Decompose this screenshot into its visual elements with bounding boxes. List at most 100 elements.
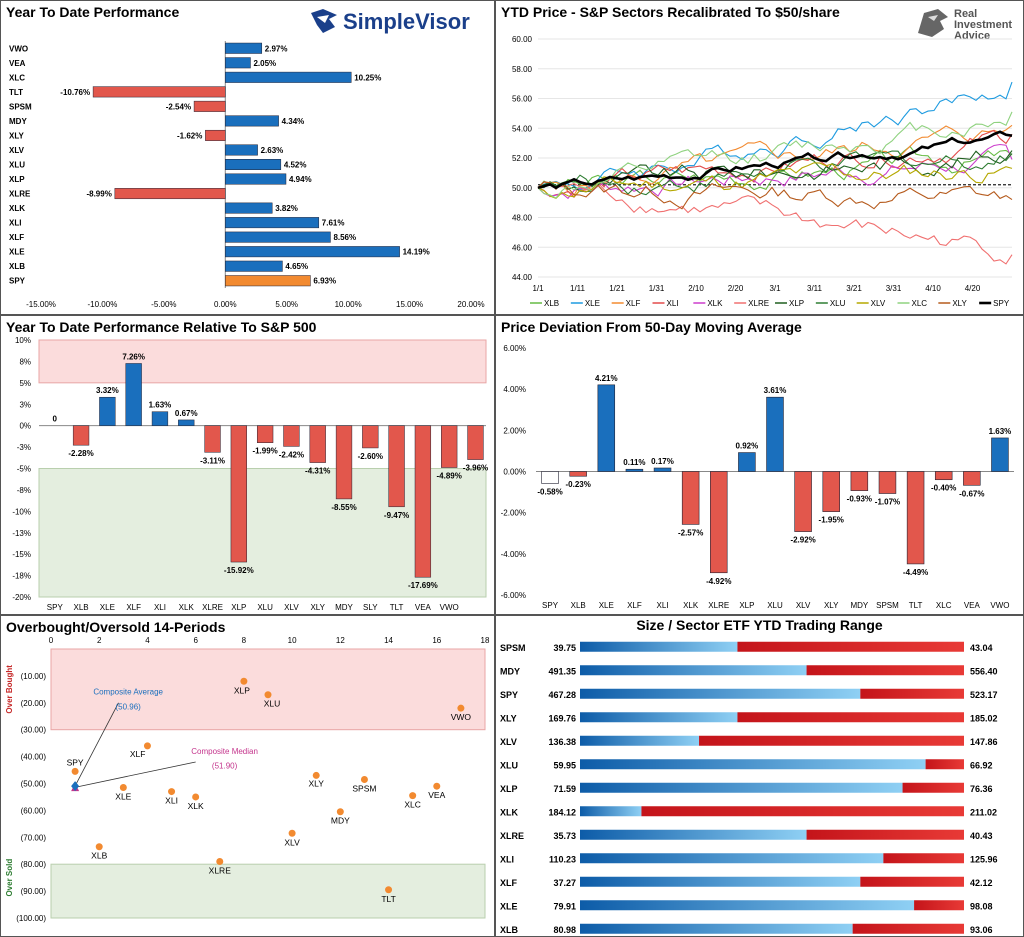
bar-xlu [225, 159, 282, 170]
range-fill-mdy [580, 665, 807, 676]
data-label: -0.23% [565, 480, 590, 489]
legend-label-xlre: XLRE [748, 299, 769, 308]
y-tick-label: (30.00) [21, 726, 47, 735]
bar-xlp [738, 452, 756, 472]
point-vea [433, 782, 441, 790]
range-low: 59.95 [553, 760, 576, 770]
x-tick-label: 1/21 [609, 284, 625, 293]
range-remaining-xlf [860, 876, 964, 887]
x-tick-label: -10.00% [88, 300, 118, 309]
bar-13 [388, 425, 405, 508]
bar-7 [230, 425, 247, 563]
point-label-mdy: MDY [331, 816, 350, 826]
ria-wordmark: Real Investment Advice [954, 9, 1014, 42]
ria-wordmark-line2: Investment [954, 19, 1013, 31]
y-tick-label: 0% [19, 422, 31, 431]
range-remaining-xlp [902, 782, 964, 793]
range-ticker: XLF [500, 878, 518, 888]
data-label: -1.62% [177, 131, 202, 140]
legend-label-spy: SPY [993, 299, 1010, 308]
y-tick-label: (100.00) [16, 914, 46, 923]
data-label: 4.34% [282, 117, 305, 126]
category-label: SPY [542, 601, 559, 610]
bar-xly [205, 129, 226, 141]
relative-performance-chart: 10% 8% 5% 3% 0% -3% -5% -8% -10% -13% -15% -18% -20%… [12, 336, 488, 612]
category-label: MDY [850, 601, 868, 610]
bar-xlb [569, 471, 587, 477]
data-label: 2.63% [261, 146, 284, 155]
legend-label-xle: XLE [585, 299, 600, 308]
range-high: 185.02 [970, 713, 998, 723]
category-label: XLY [310, 603, 325, 612]
category-label: SPSM [9, 102, 32, 111]
bar-15 [441, 425, 458, 468]
data-label: -4.92% [706, 577, 731, 586]
x-tick-label: 10.00% [335, 300, 362, 309]
point-label-xly: XLY [309, 778, 325, 788]
bar-xli [225, 217, 320, 229]
bar-1 [72, 425, 90, 446]
x-tick-label: 15.00% [396, 300, 423, 309]
x-tick-label: 4/20 [965, 284, 981, 293]
overbought-zone [50, 648, 486, 731]
overbought-zone [38, 339, 487, 384]
range-low: 169.76 [548, 713, 576, 723]
y-tick-label: (50.00) [21, 780, 47, 789]
range-remaining-xlk [641, 806, 964, 817]
range-high: 211.02 [970, 807, 997, 817]
bar-vea [225, 57, 251, 69]
bar-xlf [625, 468, 644, 472]
data-label: -8.99% [86, 190, 111, 199]
data-label: -2.57% [678, 528, 703, 537]
bar-xly [822, 471, 840, 512]
range-ticker: XLY [500, 713, 517, 723]
y-tick-label: 3% [19, 400, 31, 409]
point-spy [71, 767, 79, 775]
category-label: XLE [599, 601, 614, 610]
category-label: XLC [936, 601, 952, 610]
y-tick-label: (80.00) [21, 860, 47, 869]
y-tick-label: -2.00% [501, 509, 526, 518]
bar-tlt [906, 471, 925, 565]
y-tick-label: 46.00 [512, 243, 533, 252]
data-label: 10.25% [354, 73, 381, 82]
x-tick-label: 2/10 [688, 284, 704, 293]
x-tick-label: 1/31 [649, 284, 665, 293]
point-label-spy: SPY [67, 757, 84, 767]
data-label: -3.96% [463, 464, 488, 473]
data-label: -0.58% [537, 487, 562, 496]
category-label: MDY [335, 603, 353, 612]
point-label-xlc: XLC [404, 800, 421, 810]
range-remaining-xlv [699, 735, 964, 746]
data-label: 2.05% [253, 59, 276, 68]
point-label-xlv: XLV [284, 837, 300, 847]
legend-label-xly: XLY [952, 299, 967, 308]
data-label: -1.07% [875, 498, 900, 507]
y-tick-label: 48.00 [512, 214, 533, 223]
x-tick-label: 14 [384, 636, 393, 645]
x-tick-label: 2/20 [728, 284, 744, 293]
y-tick-label: -15% [12, 550, 31, 559]
category-label: SPY [47, 603, 64, 612]
category-label: XLRE [708, 601, 729, 610]
eagle-head-icon [918, 9, 948, 37]
data-label: 4.52% [284, 161, 307, 170]
data-label: -4.31% [305, 467, 330, 476]
point-label-xlk: XLK [188, 801, 204, 811]
range-high: 66.92 [970, 760, 993, 770]
range-ticker: SPY [500, 690, 518, 700]
point-tlt [385, 886, 393, 894]
range-ticker: XLV [500, 737, 517, 747]
bar-xlre [114, 188, 226, 200]
range-fill-xlv [580, 735, 700, 746]
category-label: XLP [739, 601, 754, 610]
range-low: 71.59 [553, 784, 576, 794]
range-fill-xlu [580, 759, 926, 770]
point-spsm [360, 775, 368, 783]
x-tick-label: 1/11 [570, 284, 586, 293]
category-label: XLY [824, 601, 839, 610]
range-fill-xlp [580, 782, 903, 793]
category-label: XLE [9, 248, 25, 257]
x-tick-label: 6 [193, 636, 198, 645]
bar-xlv [794, 471, 812, 532]
